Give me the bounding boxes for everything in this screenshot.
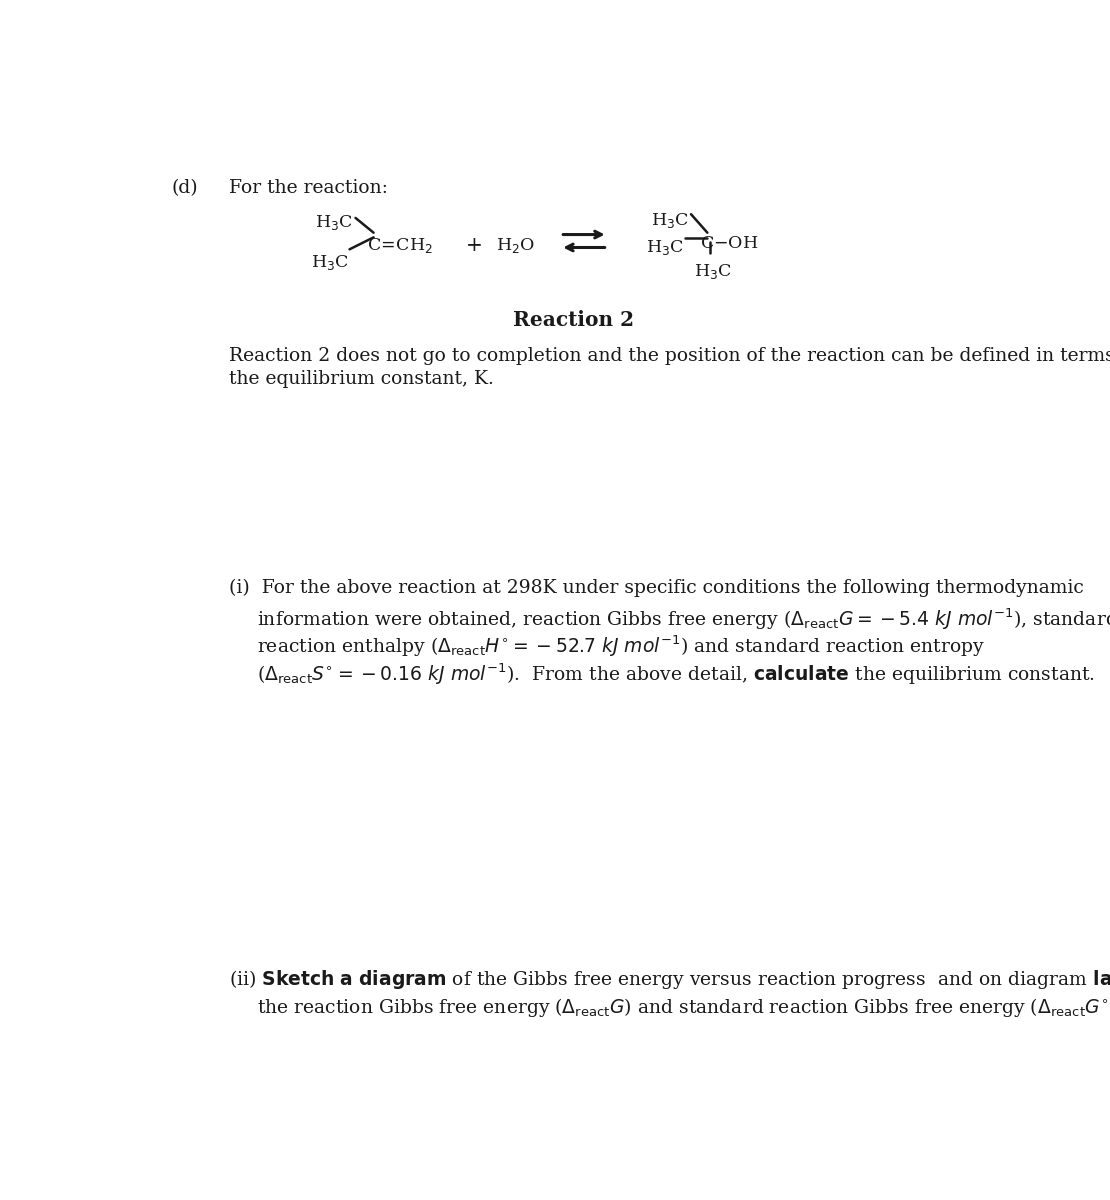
Text: For the reaction:: For the reaction: xyxy=(229,179,388,197)
Text: (d): (d) xyxy=(171,179,198,197)
Text: ($\Delta_{\rm react}S^{\circ} = -0.16\ kJ\ mol^{-1}$).  From the above detail, $: ($\Delta_{\rm react}S^{\circ} = -0.16\ k… xyxy=(258,661,1096,686)
Text: Reaction 2: Reaction 2 xyxy=(513,311,634,330)
Text: C$\!=\!$CH$_2$: C$\!=\!$CH$_2$ xyxy=(366,236,433,256)
Text: H$_3$C: H$_3$C xyxy=(646,239,684,257)
Text: H$_3$C: H$_3$C xyxy=(315,214,353,233)
Text: Reaction 2 does not go to completion and the position of the reaction can be def: Reaction 2 does not go to completion and… xyxy=(229,347,1110,365)
Text: H$_3$C: H$_3$C xyxy=(694,263,731,281)
Text: reaction enthalpy ($\Delta_{\rm react}H^{\circ} = -52.7\ kJ\ mol^{-1}$) and stan: reaction enthalpy ($\Delta_{\rm react}H^… xyxy=(258,634,986,659)
Text: C$-$OH: C$-$OH xyxy=(700,235,759,252)
Text: information were obtained, reaction Gibbs free energy ($\Delta_{\rm react}G = -5: information were obtained, reaction Gibb… xyxy=(258,606,1110,631)
Text: the equilibrium constant, K.: the equilibrium constant, K. xyxy=(229,371,494,389)
Text: +: + xyxy=(466,236,483,256)
Text: (i)  For the above reaction at 298K under specific conditions the following ther: (i) For the above reaction at 298K under… xyxy=(229,578,1083,596)
Text: H$_3$C: H$_3$C xyxy=(650,210,688,229)
Text: H$_3$C: H$_3$C xyxy=(311,253,349,272)
Text: (ii) $\mathbf{Sketch\ a\ diagram}$ of the Gibbs free energy versus reaction prog: (ii) $\mathbf{Sketch\ a\ diagram}$ of th… xyxy=(229,968,1110,991)
Text: the reaction Gibbs free energy ($\Delta_{\rm react}G$) and standard reaction Gib: the reaction Gibbs free energy ($\Delta_… xyxy=(258,996,1110,1019)
Text: H$_2$O: H$_2$O xyxy=(496,236,535,256)
